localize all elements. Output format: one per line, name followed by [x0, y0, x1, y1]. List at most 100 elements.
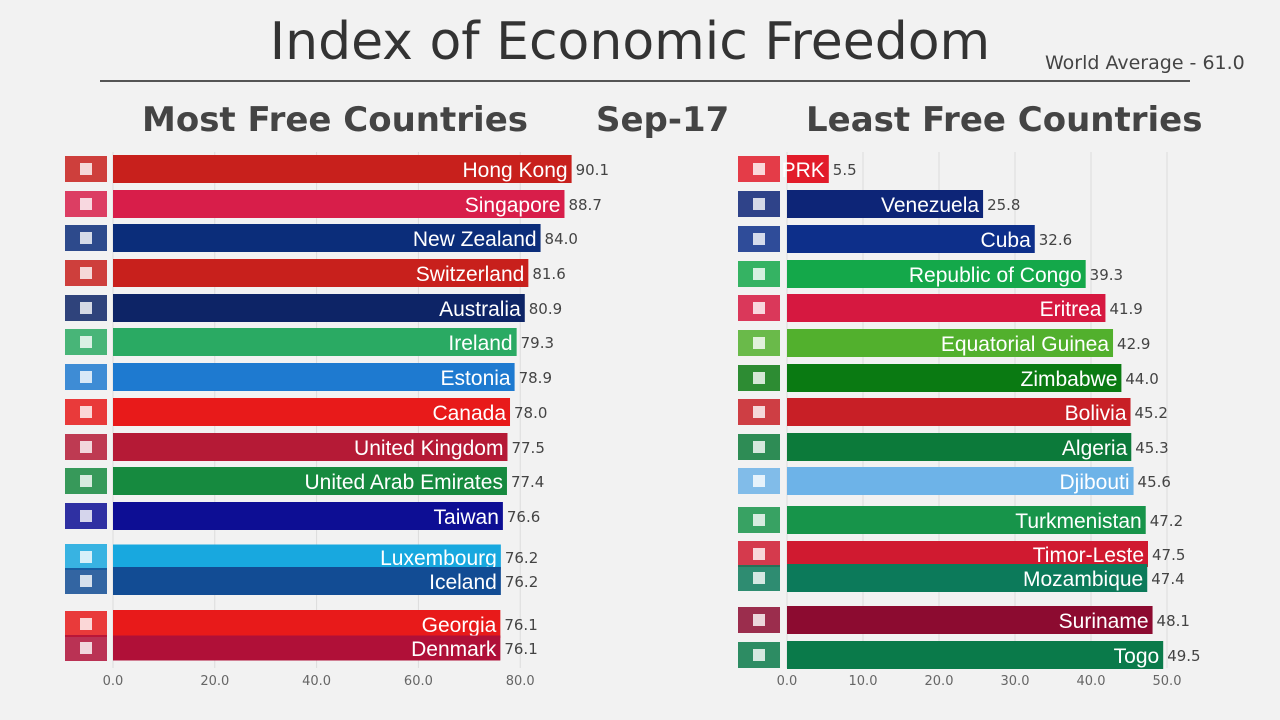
value-label: 45.3: [1135, 439, 1168, 457]
bar: [113, 294, 525, 322]
bar: [113, 259, 529, 287]
bar: [787, 564, 1148, 592]
country-label: Canada: [432, 402, 506, 425]
world-average-label: World Average - 61.0: [1045, 52, 1245, 74]
flag-emblem-icon: [80, 441, 92, 453]
country-label: Equatorial Guinea: [941, 333, 1109, 356]
bar: [787, 155, 829, 183]
bar: [787, 506, 1146, 534]
x-tick-label: 60.0: [404, 674, 433, 689]
bar: [113, 502, 503, 530]
value-label: 76.1: [504, 640, 537, 658]
flag-emblem-icon: [80, 371, 92, 383]
flag-emblem-icon: [753, 233, 765, 245]
flag-emblem-icon: [753, 649, 765, 661]
flag-emblem-icon: [80, 232, 92, 244]
bar: [113, 567, 501, 595]
country-label: Luxembourg: [380, 547, 497, 570]
country-label: Venezuela: [881, 194, 979, 217]
flag-emblem-icon: [753, 406, 765, 418]
country-label: Iceland: [429, 571, 497, 594]
value-label: 76.1: [504, 616, 537, 634]
date-label: Sep-17: [596, 100, 730, 140]
bar: [787, 433, 1132, 461]
bar: [113, 433, 508, 461]
country-label: United Arab Emirates: [305, 471, 503, 494]
bar: [787, 190, 984, 218]
country-label: Hong Kong: [463, 159, 568, 182]
country-label: Taiwan: [434, 506, 499, 529]
bar: [113, 155, 572, 183]
flag-emblem-icon: [753, 163, 765, 175]
value-label: 42.9: [1117, 335, 1150, 353]
flag-emblem-icon: [80, 475, 92, 487]
country-label: Denmark: [411, 638, 497, 661]
value-label: 88.7: [568, 196, 601, 214]
value-label: 76.2: [505, 573, 538, 591]
x-tick-label: 0.0: [103, 674, 124, 689]
country-label: Australia: [439, 298, 521, 321]
bar: [113, 467, 507, 495]
x-tick-label: 40.0: [1077, 674, 1106, 689]
country-label: Republic of Congo: [909, 264, 1082, 287]
value-label: 81.6: [532, 265, 565, 283]
x-tick-label: 50.0: [1153, 674, 1182, 689]
country-label: New Zealand: [413, 228, 537, 251]
country-label: Suriname: [1059, 610, 1149, 633]
flag-emblem-icon: [80, 163, 92, 175]
flag-emblem-icon: [753, 268, 765, 280]
bar: [113, 544, 501, 570]
value-label: 76.2: [505, 549, 538, 567]
bar: [787, 467, 1134, 495]
bar: [113, 328, 517, 356]
flag-emblem-icon: [753, 441, 765, 453]
flag-emblem-icon: [753, 514, 765, 526]
value-label: 44.0: [1125, 370, 1158, 388]
x-tick-label: 10.0: [849, 674, 878, 689]
flag-emblem-icon: [753, 475, 765, 487]
value-label: 5.5: [833, 161, 857, 179]
value-label: 39.3: [1090, 266, 1123, 284]
country-label: Algeria: [1062, 437, 1128, 460]
x-tick-label: 0.0: [777, 674, 798, 689]
flag-emblem-icon: [80, 575, 92, 587]
value-label: 47.4: [1151, 570, 1184, 588]
flag-emblem-icon: [80, 302, 92, 314]
bar: [787, 364, 1122, 392]
x-tick-label: 20.0: [200, 674, 229, 689]
bar: [787, 641, 1164, 669]
value-label: 45.6: [1138, 473, 1171, 491]
flag-emblem-icon: [80, 336, 92, 348]
x-tick-label: 20.0: [925, 674, 954, 689]
main-title: Index of Economic Freedom: [269, 12, 991, 72]
country-label: Ireland: [448, 332, 512, 355]
country-label: PRK: [782, 159, 825, 182]
value-label: 90.1: [576, 161, 609, 179]
value-label: 78.0: [514, 404, 547, 422]
value-label: 25.8: [987, 196, 1020, 214]
value-label: 47.5: [1152, 546, 1185, 564]
flag-emblem-icon: [80, 618, 92, 630]
flag-emblem-icon: [80, 642, 92, 654]
bar: [787, 606, 1153, 634]
flag-emblem-icon: [753, 614, 765, 626]
value-label: 84.0: [545, 230, 578, 248]
x-tick-label: 40.0: [302, 674, 331, 689]
value-label: 49.5: [1167, 647, 1200, 665]
value-label: 78.9: [519, 369, 552, 387]
value-label: 77.4: [511, 473, 544, 491]
bar: [113, 224, 541, 252]
country-label: Singapore: [465, 194, 561, 217]
flag-emblem-icon: [80, 267, 92, 279]
value-label: 32.6: [1039, 231, 1072, 249]
value-label: 45.2: [1135, 404, 1168, 422]
flag-emblem-icon: [753, 198, 765, 210]
flag-emblem-icon: [80, 551, 92, 563]
bar: [787, 541, 1148, 567]
flag-emblem-icon: [753, 372, 765, 384]
bar: [787, 294, 1106, 322]
flag-emblem-icon: [80, 198, 92, 210]
bar: [113, 398, 511, 426]
value-label: 41.9: [1109, 300, 1142, 318]
